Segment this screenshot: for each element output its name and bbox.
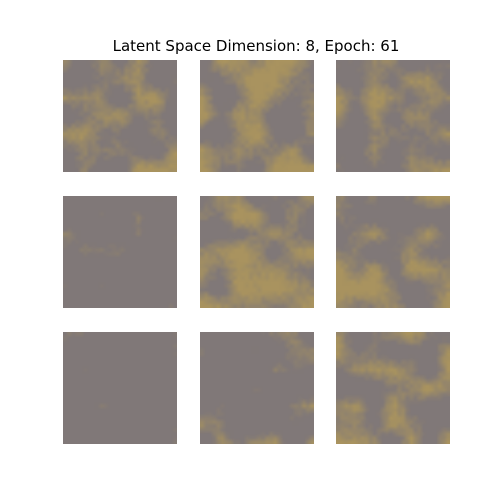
generated-sample-tile bbox=[336, 60, 450, 172]
sample-image bbox=[63, 60, 177, 172]
sample-image bbox=[336, 60, 450, 172]
sample-image bbox=[336, 196, 450, 308]
generated-sample-tile bbox=[63, 332, 177, 444]
generated-sample-tile bbox=[336, 332, 450, 444]
sample-image bbox=[200, 196, 314, 308]
generated-sample-tile bbox=[200, 60, 314, 172]
generated-sample-tile bbox=[63, 196, 177, 308]
generated-sample-tile bbox=[200, 196, 314, 308]
generated-sample-tile bbox=[200, 332, 314, 444]
generated-sample-tile bbox=[63, 60, 177, 172]
sample-image bbox=[200, 332, 314, 444]
sample-image bbox=[63, 196, 177, 308]
figure-title: Latent Space Dimension: 8, Epoch: 61 bbox=[112, 37, 400, 55]
sample-image bbox=[200, 60, 314, 172]
generated-sample-tile bbox=[336, 196, 450, 308]
sample-image bbox=[336, 332, 450, 444]
sample-image bbox=[63, 332, 177, 444]
